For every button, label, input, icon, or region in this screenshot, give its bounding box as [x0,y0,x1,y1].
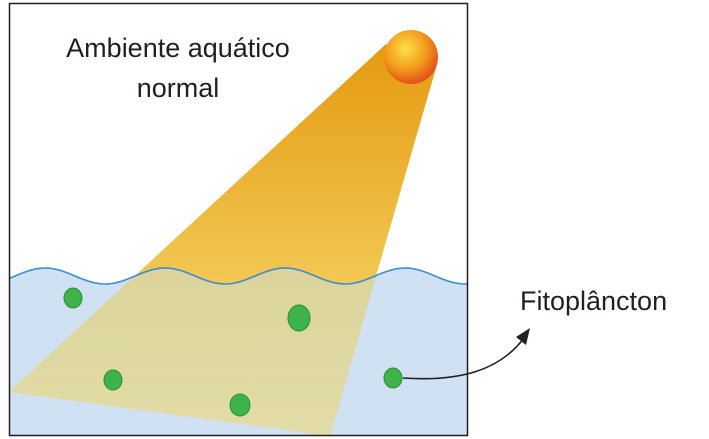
label: Fitoplâncton [520,286,667,316]
pointer-arrow [402,337,525,380]
cell [383,367,403,389]
title-line: Ambiente aquático [66,33,290,63]
cell [287,304,311,332]
sun [384,30,438,84]
arrow-head [516,328,530,345]
title-line: normal [137,73,220,103]
cell [103,369,123,391]
phytoplankton [63,287,403,417]
scene [10,44,467,435]
light-beam-underwater [10,268,436,435]
cell [63,287,83,309]
frame [8,2,469,437]
water-surface [10,267,467,285]
cell [229,393,251,417]
